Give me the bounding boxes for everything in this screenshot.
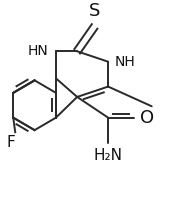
- Text: F: F: [6, 135, 15, 150]
- Text: HN: HN: [28, 44, 49, 58]
- Text: S: S: [89, 2, 100, 20]
- Text: O: O: [140, 109, 154, 127]
- Text: H₂N: H₂N: [94, 148, 123, 163]
- Text: NH: NH: [115, 55, 136, 69]
